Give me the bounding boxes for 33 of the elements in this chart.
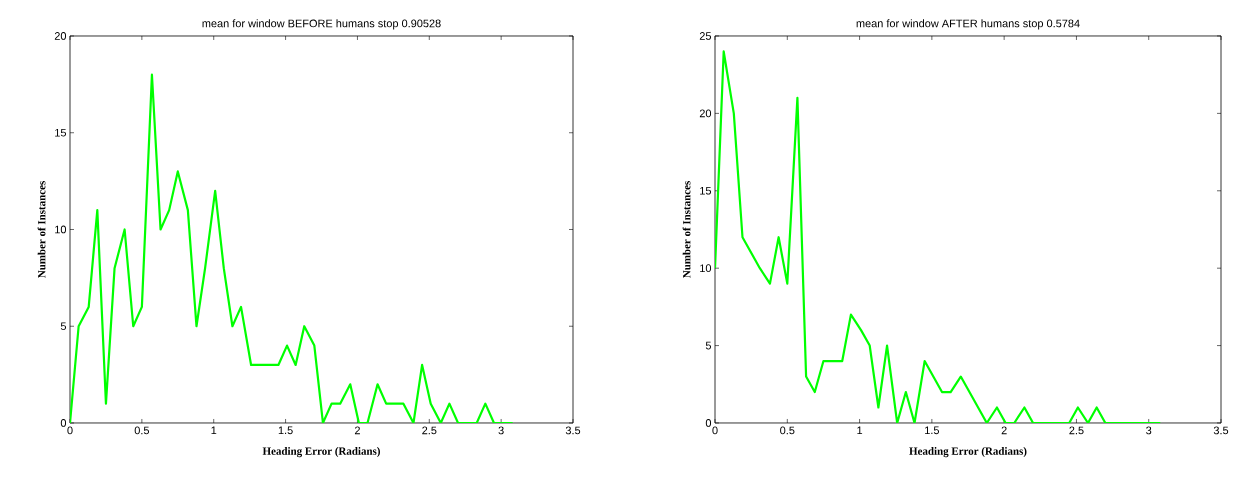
x-tick-label: 1.5	[278, 426, 293, 435]
x-tick-label: 0	[67, 426, 73, 435]
x-tick-label: 0.5	[780, 426, 795, 435]
x-tick-label: 2.5	[422, 426, 437, 435]
y-tick-label: 10	[55, 225, 67, 234]
y-tick-label: 25	[699, 32, 712, 40]
x-tick-label: 2	[1001, 426, 1007, 435]
y-tick-label: 10	[700, 264, 712, 273]
y-tick-label: 15	[55, 128, 67, 137]
y-axis-title: Number of Instances	[682, 181, 691, 278]
x-tick-label: 0.5	[134, 426, 150, 435]
x-tick-label: 3	[1146, 426, 1152, 435]
chart-title: mean for window BEFORE humans stop 0.90528	[202, 19, 441, 30]
y-tick-label: 20	[699, 109, 712, 118]
y-axis-title: Number of Instances	[37, 181, 46, 278]
x-tick-label: 3.5	[1213, 426, 1229, 435]
y-tick-label: 5	[60, 322, 67, 331]
x-tick-label: 0	[712, 426, 718, 435]
x-tick-label: 3.5	[565, 426, 581, 435]
chart-title: mean for window AFTER humans stop 0.5784	[856, 19, 1080, 30]
x-tick-label: 3	[498, 426, 504, 435]
y-tick-label: 0	[60, 419, 67, 427]
y-tick-label: 0	[705, 419, 712, 427]
y-tick-label: 20	[54, 32, 67, 40]
x-tick-label: 1	[211, 426, 217, 435]
x-tick-label: 2	[354, 426, 360, 435]
y-tick-label: 5	[705, 341, 712, 350]
x-axis-title: Heading Error (Radians)	[909, 447, 1027, 458]
x-tick-label: 2.5	[1069, 426, 1084, 435]
x-tick-label: 1	[857, 426, 863, 435]
x-tick-label: 1.5	[925, 426, 940, 435]
x-axis-title: Heading Error (Radians)	[262, 447, 380, 458]
y-tick-label: 15	[700, 186, 712, 195]
